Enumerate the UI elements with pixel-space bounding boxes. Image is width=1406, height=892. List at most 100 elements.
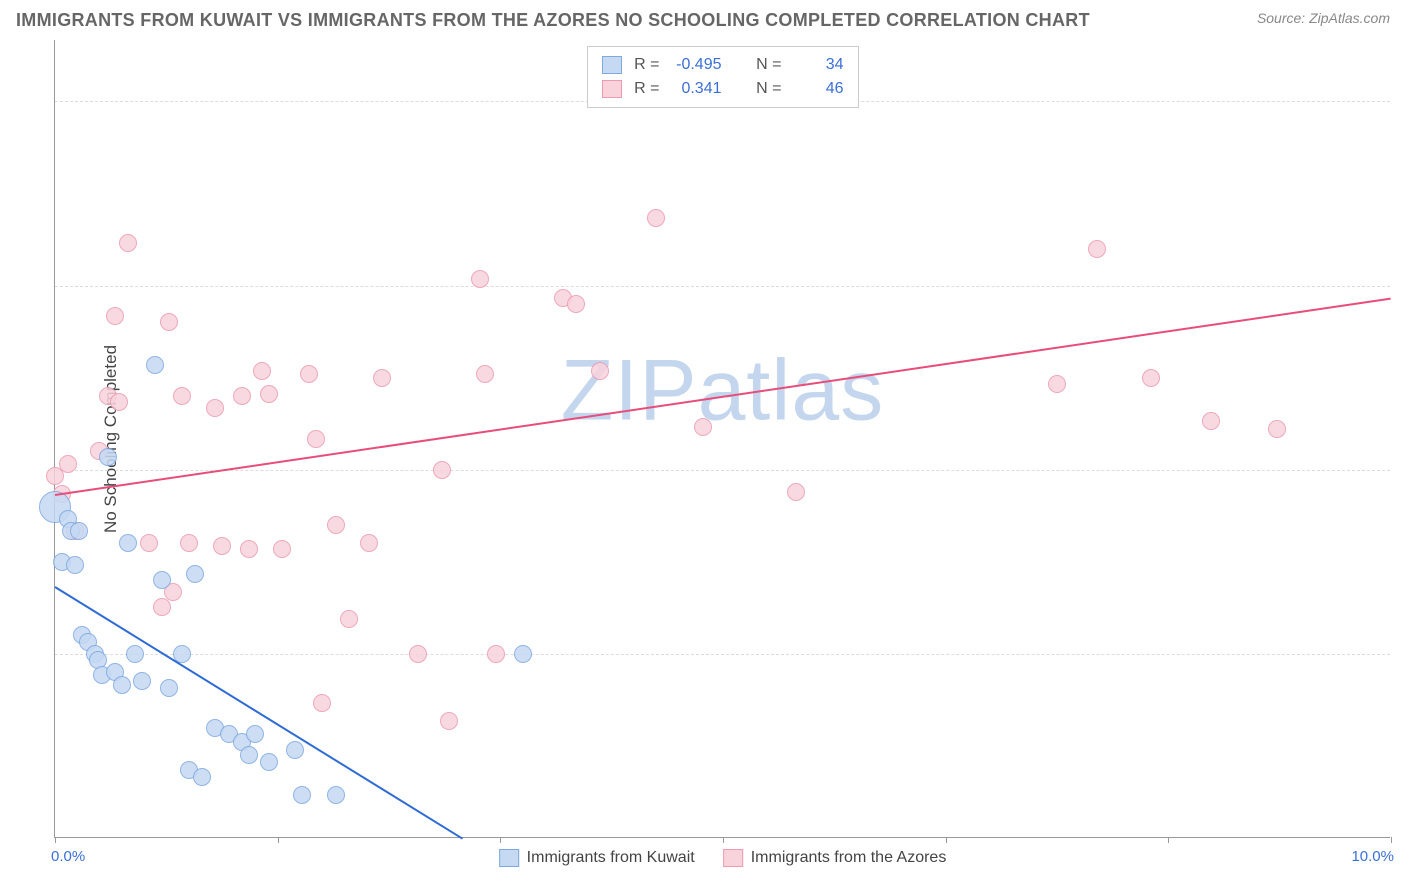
scatter-point [253,362,271,380]
watermark: ZIPatlas [561,341,884,440]
x-tick [278,837,279,843]
x-tick [55,837,56,843]
x-tick [723,837,724,843]
scatter-point [153,571,171,589]
scatter-point [173,387,191,405]
scatter-point [119,234,137,252]
scatter-point [327,516,345,534]
scatter-point [146,356,164,374]
scatter-point [160,679,178,697]
scatter-point [487,645,505,663]
legend-label: Immigrants from the Azores [751,849,947,867]
legend-r-label: R = [630,77,660,101]
scatter-point [300,365,318,383]
scatter-point [360,534,378,552]
scatter-point [180,534,198,552]
scatter-point [1088,240,1106,258]
gridline [55,286,1390,287]
scatter-point [153,598,171,616]
legend-label: Immigrants from Kuwait [527,849,695,867]
scatter-point [110,393,128,411]
scatter-point [514,645,532,663]
scatter-point [106,307,124,325]
scatter-point [340,610,358,628]
scatter-point [567,295,585,313]
legend-item: Immigrants from the Azores [723,849,947,867]
x-tick-label: 10.0% [1351,848,1394,865]
scatter-point [694,418,712,436]
scatter-point [327,786,345,804]
scatter-point [409,645,427,663]
chart-title: IMMIGRANTS FROM KUWAIT VS IMMIGRANTS FRO… [16,10,1090,31]
trend-line [55,298,1391,496]
source-label: Source: ZipAtlas.com [1257,10,1390,26]
gridline [55,470,1390,471]
scatter-point [66,556,84,574]
swatch-icon [602,56,622,74]
scatter-point [1048,375,1066,393]
scatter-point [293,786,311,804]
y-tick-label: 6.0% [1396,93,1406,110]
x-tick [1391,837,1392,843]
scatter-point [440,712,458,730]
scatter-point [246,725,264,743]
scatter-point [233,387,251,405]
scatter-point [113,676,131,694]
legend-n-value: 46 [790,77,844,101]
scatter-point [1202,412,1220,430]
legend-item: Immigrants from Kuwait [499,849,695,867]
scatter-point [787,483,805,501]
scatter-point [286,741,304,759]
legend-r-label: R = [630,53,660,77]
y-tick-label: 1.5% [1396,645,1406,662]
scatter-point [471,270,489,288]
y-tick-label: 3.0% [1396,461,1406,478]
plot-container: ZIPatlas R = -0.495 N = 34 R = 0.341 N =… [54,40,1390,838]
swatch-icon [602,80,622,98]
legend-r-value: -0.495 [668,53,722,77]
scatter-point [240,746,258,764]
scatter-point [240,540,258,558]
scatter-point [307,430,325,448]
x-tick-label: 0.0% [51,848,85,865]
scatter-point [373,369,391,387]
scatter-point [433,461,451,479]
scatter-point [133,672,151,690]
legend-n-label: N = [752,77,782,101]
scatter-point [193,768,211,786]
scatter-point [213,537,231,555]
scatter-point [206,399,224,417]
scatter-point [1268,420,1286,438]
x-tick [1168,837,1169,843]
scatter-point [647,209,665,227]
scatter-point [126,645,144,663]
legend-series: Immigrants from Kuwait Immigrants from t… [499,849,947,867]
legend-stats-row: R = 0.341 N = 46 [602,77,844,101]
scatter-point [160,313,178,331]
scatter-point [476,365,494,383]
scatter-point [313,694,331,712]
swatch-icon [499,849,519,867]
scatter-point [99,448,117,466]
scatter-point [260,753,278,771]
scatter-point [140,534,158,552]
y-tick-label: 4.5% [1396,277,1406,294]
scatter-point [59,455,77,473]
scatter-point [1142,369,1160,387]
x-tick [500,837,501,843]
plot-area: ZIPatlas R = -0.495 N = 34 R = 0.341 N =… [54,40,1390,838]
swatch-icon [723,849,743,867]
scatter-point [260,385,278,403]
scatter-point [186,565,204,583]
legend-stats-row: R = -0.495 N = 34 [602,53,844,77]
legend-n-value: 34 [790,53,844,77]
legend-r-value: 0.341 [668,77,722,101]
gridline [55,654,1390,655]
trend-line [54,586,463,839]
scatter-point [119,534,137,552]
legend-stats: R = -0.495 N = 34 R = 0.341 N = 46 [587,46,859,108]
scatter-point [70,522,88,540]
y-axis-title: No Schooling Completed [101,344,121,532]
scatter-point [591,362,609,380]
x-tick [946,837,947,843]
